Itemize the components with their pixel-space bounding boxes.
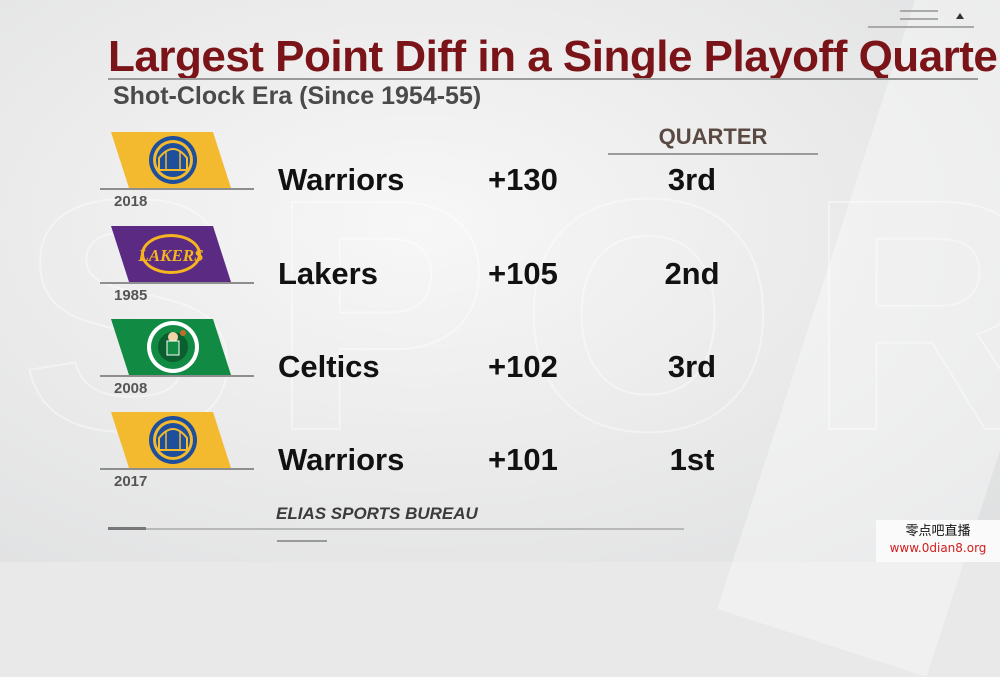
top-menu-lines [868,10,974,30]
warriors-logo [103,410,253,490]
svg-text:LAKERS: LAKERS [137,246,203,265]
up-arrow-icon [956,13,964,19]
point-differential: +102 [488,349,558,384]
quarter-value: 2nd [664,256,720,291]
team-name: Warriors [278,162,405,197]
team-name: Lakers [278,256,378,291]
season-year: 2018 [114,193,148,210]
watermark-title: 零点吧直播 [905,524,971,539]
celtics-logo [103,317,253,397]
logo-divider [100,188,254,190]
page-title: Largest Point Diff in a Single Playoff Q… [108,32,1000,81]
quarter-column-header: QUARTER [658,124,768,149]
watermark-url: www.0dian8.org [889,541,987,555]
point-differential: +130 [488,162,558,197]
site-watermark: 零点吧直播 www.0dian8.org [876,520,1000,562]
point-differential: +101 [488,442,558,477]
team-name: Celtics [278,349,380,384]
bottom-divider-accent [108,527,146,530]
source-underline [277,540,327,542]
season-year: 1985 [114,287,148,304]
table-row: 2008 Celtics +102 3rd [0,317,1000,410]
column-header-divider [608,153,818,155]
season-year: 2008 [114,380,148,397]
table-row: LAKERS 1985 Lakers +105 2nd [0,224,1000,317]
season-year: 2017 [114,473,148,490]
quarter-value: 3rd [667,349,717,384]
title-divider [108,78,978,80]
source-credit: ELIAS SPORTS BUREAU [276,504,478,523]
logo-divider [100,375,254,377]
point-differential: +105 [488,256,558,291]
quarter-value: 1st [669,442,715,477]
team-name: Warriors [278,442,405,477]
page-subtitle: Shot-Clock Era (Since 1954-55) [113,82,482,110]
menu-line [868,26,974,28]
menu-line [900,10,938,12]
logo-divider [100,282,254,284]
menu-line [900,18,938,20]
bottom-divider [108,528,684,530]
table-row: 2017 Warriors +101 1st [0,410,1000,503]
logo-divider [100,468,254,470]
lakers-logo: LAKERS [103,224,253,304]
table-row: 2018 Warriors +130 3rd [0,130,1000,223]
warriors-logo [103,130,253,210]
quarter-value: 3rd [667,162,717,197]
